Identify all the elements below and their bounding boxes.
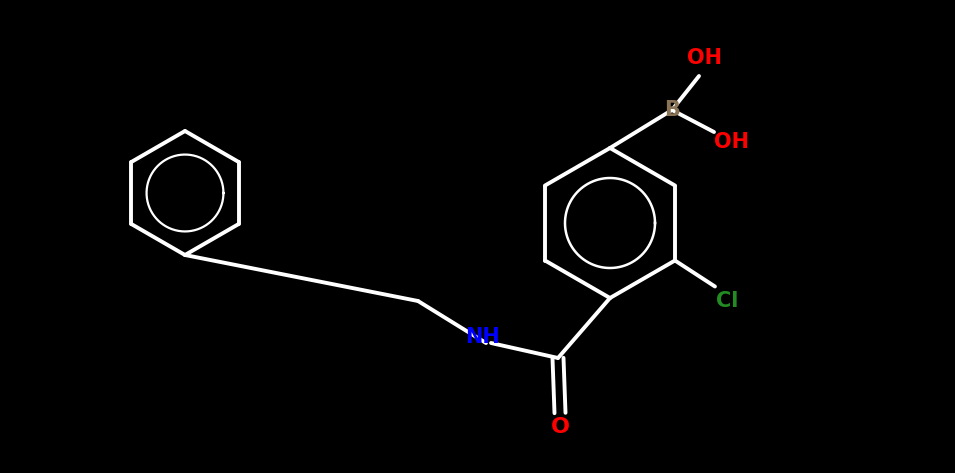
Text: OH: OH bbox=[687, 48, 721, 68]
Text: NH: NH bbox=[465, 327, 499, 347]
Text: B: B bbox=[664, 100, 680, 120]
Text: Cl: Cl bbox=[715, 290, 738, 310]
Text: O: O bbox=[550, 417, 569, 437]
Text: OH: OH bbox=[714, 132, 750, 152]
